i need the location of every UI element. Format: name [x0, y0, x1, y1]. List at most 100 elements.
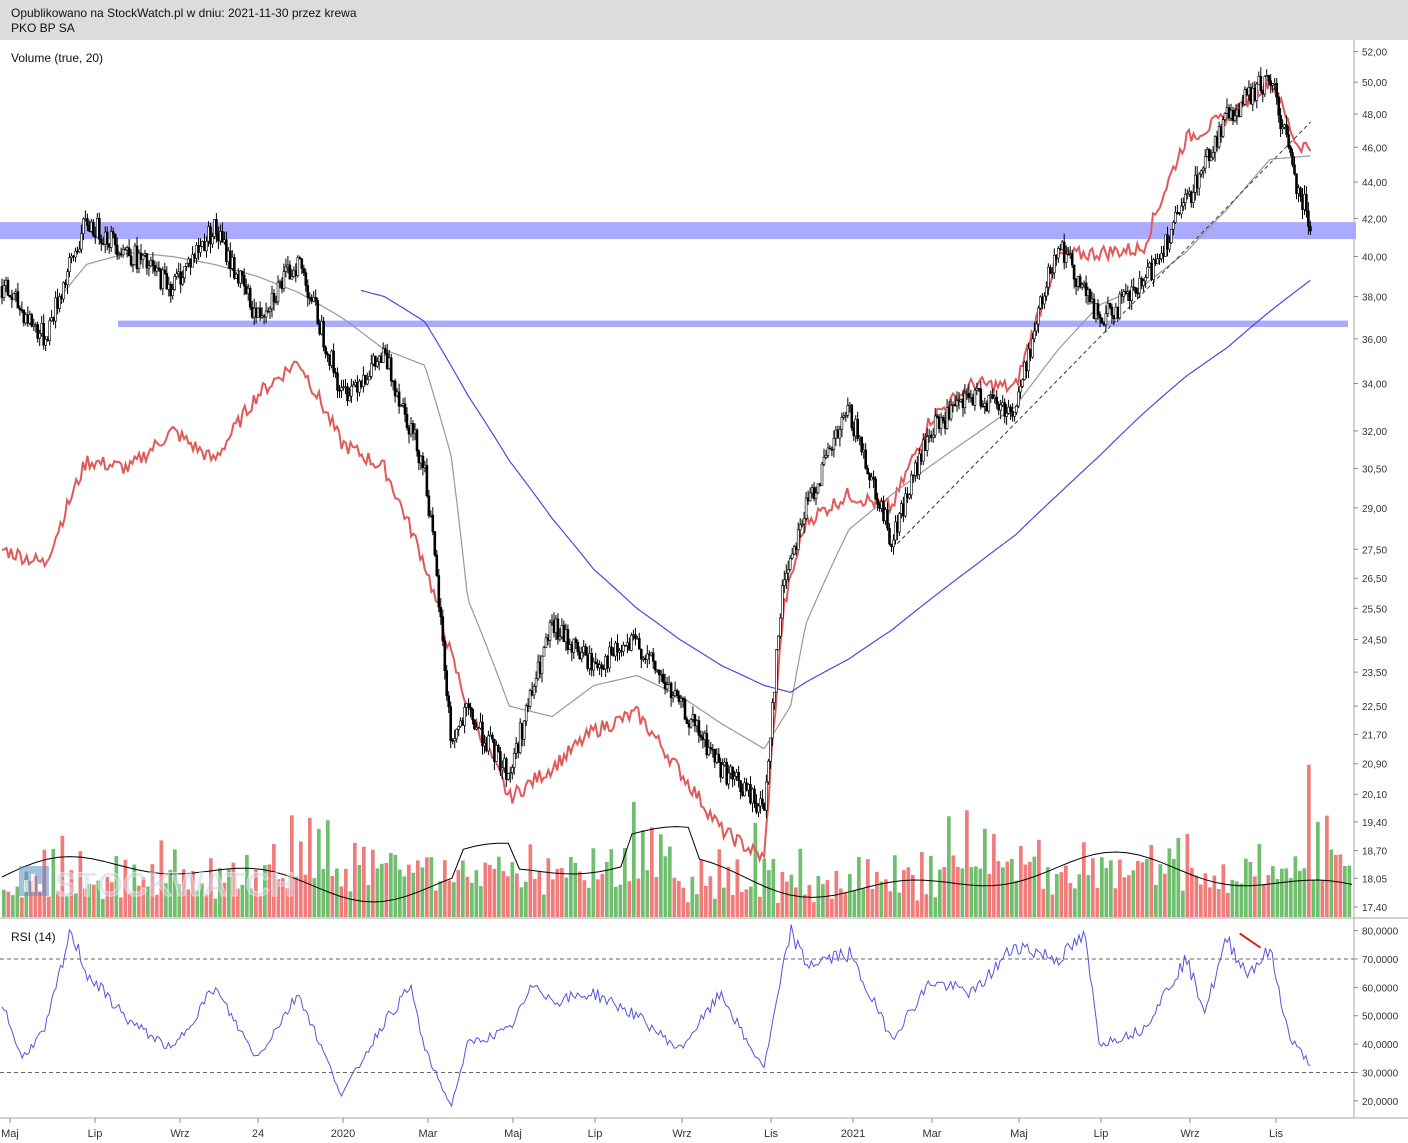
volume-bar [119, 897, 123, 917]
candle-body [610, 646, 613, 655]
candle-body [135, 245, 139, 269]
volume-average-line [1, 826, 1353, 903]
candle-body [931, 434, 935, 438]
candle-body [304, 272, 308, 286]
candle-body [800, 523, 804, 526]
price-tick-label: 19,40 [1362, 818, 1387, 829]
candle-body [1041, 296, 1044, 305]
volume-bar [821, 884, 825, 917]
candle-body [731, 766, 734, 780]
candle-body [1188, 191, 1191, 195]
volume-bar [60, 835, 65, 917]
volume-bar [560, 868, 564, 917]
volume-bar [1221, 864, 1226, 917]
candle-body [16, 291, 20, 309]
candle-body [187, 258, 190, 264]
candle-body [54, 297, 57, 322]
candle-body [219, 231, 222, 242]
volume-bar [1109, 860, 1113, 917]
candle-body [1039, 296, 1042, 309]
volume-bar [1208, 887, 1212, 917]
volume-bar [1082, 842, 1086, 917]
candle-body [949, 405, 953, 420]
candle-body [1239, 101, 1243, 117]
candle-body [264, 310, 268, 318]
chart-header: Opublikowano na StockWatch.pl w dniu: 20… [0, 0, 1408, 40]
candle-body [235, 274, 238, 279]
candle-body [352, 384, 355, 387]
candle-body [181, 277, 184, 285]
volume-bar [1244, 858, 1248, 917]
candle-body [117, 253, 121, 256]
candle-body [941, 417, 945, 421]
candle-body [340, 387, 343, 391]
volume-bar [960, 868, 965, 917]
candle-body [207, 226, 210, 242]
volume-bar [96, 880, 101, 917]
volume-bar [362, 846, 366, 917]
rsi-tick-label: 50,0000 [1362, 1012, 1399, 1023]
candle-body [1227, 107, 1231, 119]
candle-body [1021, 379, 1024, 387]
candle-body [209, 226, 212, 245]
candle-body [6, 280, 10, 296]
candle-body [576, 641, 580, 653]
volume-bar [1194, 875, 1199, 917]
volume-bar [51, 848, 56, 917]
volume-bar [911, 874, 915, 917]
volume-bar [344, 868, 348, 917]
candle-body [4, 280, 8, 286]
candle-body [798, 524, 802, 531]
candle-body [1209, 156, 1213, 162]
candle-body [1118, 293, 1122, 319]
volume-bar [618, 884, 623, 917]
volume-bar [276, 879, 281, 917]
candle-body [1035, 323, 1038, 332]
candle-body [2, 285, 6, 299]
volume-bar [897, 892, 902, 917]
volume-bar [929, 855, 933, 917]
volume-bar [1086, 875, 1091, 917]
candle-body [1094, 303, 1098, 319]
price-tick-label: 21,70 [1362, 730, 1387, 741]
candle-body [439, 606, 443, 618]
candle-body [1275, 83, 1278, 98]
volume-bar [218, 868, 222, 917]
candle-body [1301, 196, 1304, 210]
candle-body [397, 391, 401, 407]
candle-body [123, 248, 127, 251]
candle-body [814, 492, 818, 499]
volume-bar [1014, 880, 1019, 917]
candle-body [1295, 173, 1298, 194]
candle-body [227, 250, 230, 262]
volume-bar [996, 861, 1001, 917]
candle-body [886, 509, 889, 529]
volume-bar [168, 869, 173, 917]
candle-body [348, 395, 351, 402]
candle-body [1233, 115, 1237, 121]
candle-body [425, 464, 429, 497]
candle-body [12, 293, 16, 301]
candle-body [1281, 126, 1284, 130]
candle-body [463, 707, 466, 726]
watermark: STOCKWATCH [19, 866, 295, 905]
candle-body [373, 355, 377, 367]
volume-bar [1077, 874, 1082, 917]
candle-body [898, 513, 901, 533]
candle-body [1047, 266, 1050, 288]
volume-bar [1028, 861, 1032, 917]
candle-body [1029, 348, 1032, 358]
volume-bar [1266, 875, 1271, 917]
candle-body [473, 719, 476, 730]
ticker-name: PKO BP SA [11, 21, 75, 35]
candle-body [909, 474, 913, 496]
candle-body [733, 775, 736, 780]
volume-bar [776, 902, 780, 917]
candle-body [1156, 258, 1159, 264]
volume-bar [474, 870, 479, 917]
candle-body [830, 448, 834, 451]
candle-body [119, 253, 123, 256]
candle-body [1003, 402, 1007, 417]
candle-body [288, 264, 292, 280]
volume-bar [348, 891, 353, 917]
